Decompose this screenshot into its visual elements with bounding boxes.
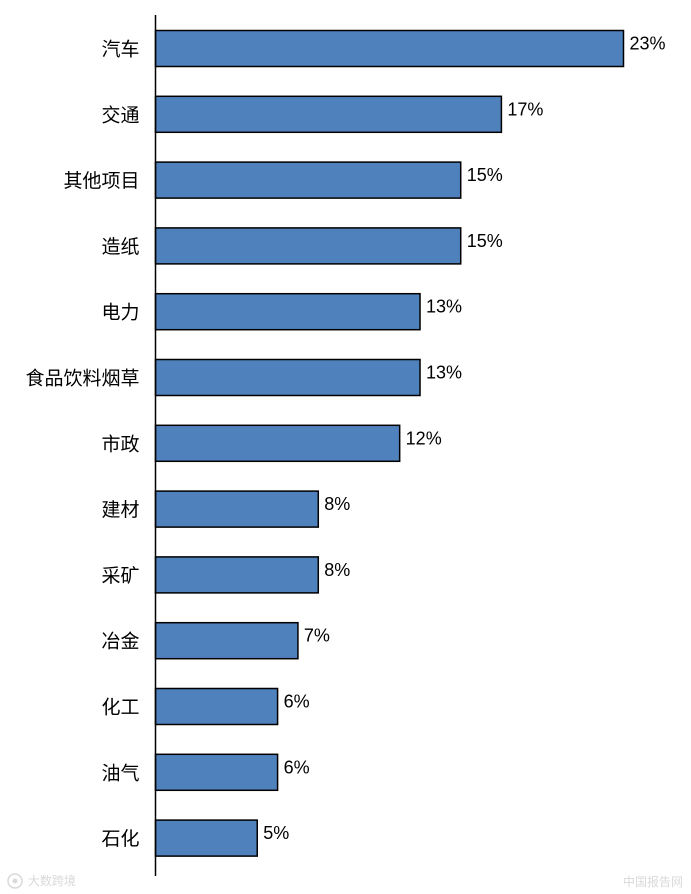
- bar: [154, 95, 503, 134]
- category-label: 食品饮料烟草: [25, 368, 139, 390]
- bar: [154, 358, 421, 397]
- bar: [154, 556, 320, 594]
- bar: [154, 29, 625, 68]
- value-label: 12%: [406, 428, 442, 448]
- category-label: 交通: [101, 104, 139, 126]
- bar: [154, 621, 299, 660]
- category-label: 化工: [101, 697, 139, 719]
- watermark-left: 大数跨境: [6, 872, 76, 891]
- value-label: 13%: [426, 297, 462, 317]
- value-label: 23%: [630, 34, 666, 54]
- category-label: 电力: [101, 302, 139, 324]
- category-label: 市政: [101, 433, 139, 455]
- value-label: 5%: [263, 823, 289, 843]
- bar: [154, 490, 320, 528]
- value-label: 8%: [324, 560, 350, 580]
- bar: [154, 161, 462, 199]
- bar: [154, 227, 462, 265]
- category-label: 造纸: [101, 236, 139, 258]
- value-label: 8%: [324, 494, 350, 514]
- value-label: 17%: [507, 99, 543, 119]
- watermark-right-text: 中国报告网: [622, 875, 683, 889]
- category-label: 采矿: [101, 565, 139, 587]
- watermark-left-text: 大数跨境: [27, 873, 76, 888]
- bar: [154, 292, 421, 331]
- bars-group: [154, 29, 625, 857]
- bar: [154, 753, 279, 792]
- category-label: 石化: [101, 828, 139, 850]
- category-label: 油气: [101, 762, 139, 784]
- value-label: 13%: [426, 363, 462, 383]
- category-label: 冶金: [101, 631, 139, 653]
- category-label: 汽车: [101, 39, 139, 61]
- value-label: 6%: [284, 692, 310, 712]
- value-labels-group: 23% 17% 15% 15% 13% 13% 12% 8% 8% 7% 6% 6% 5%: [263, 34, 665, 844]
- bar: [154, 424, 401, 463]
- watermark-right: 中国报告网: [623, 873, 683, 890]
- bar: [154, 687, 279, 726]
- value-label: 6%: [284, 757, 310, 777]
- value-label: 15%: [467, 165, 503, 185]
- category-label: 其他项目: [63, 170, 139, 192]
- category-label: 建材: [101, 499, 139, 521]
- value-label: 7%: [304, 626, 330, 646]
- watermark-logo-icon: [6, 872, 24, 890]
- bar: [154, 819, 258, 857]
- value-label: 15%: [467, 231, 503, 251]
